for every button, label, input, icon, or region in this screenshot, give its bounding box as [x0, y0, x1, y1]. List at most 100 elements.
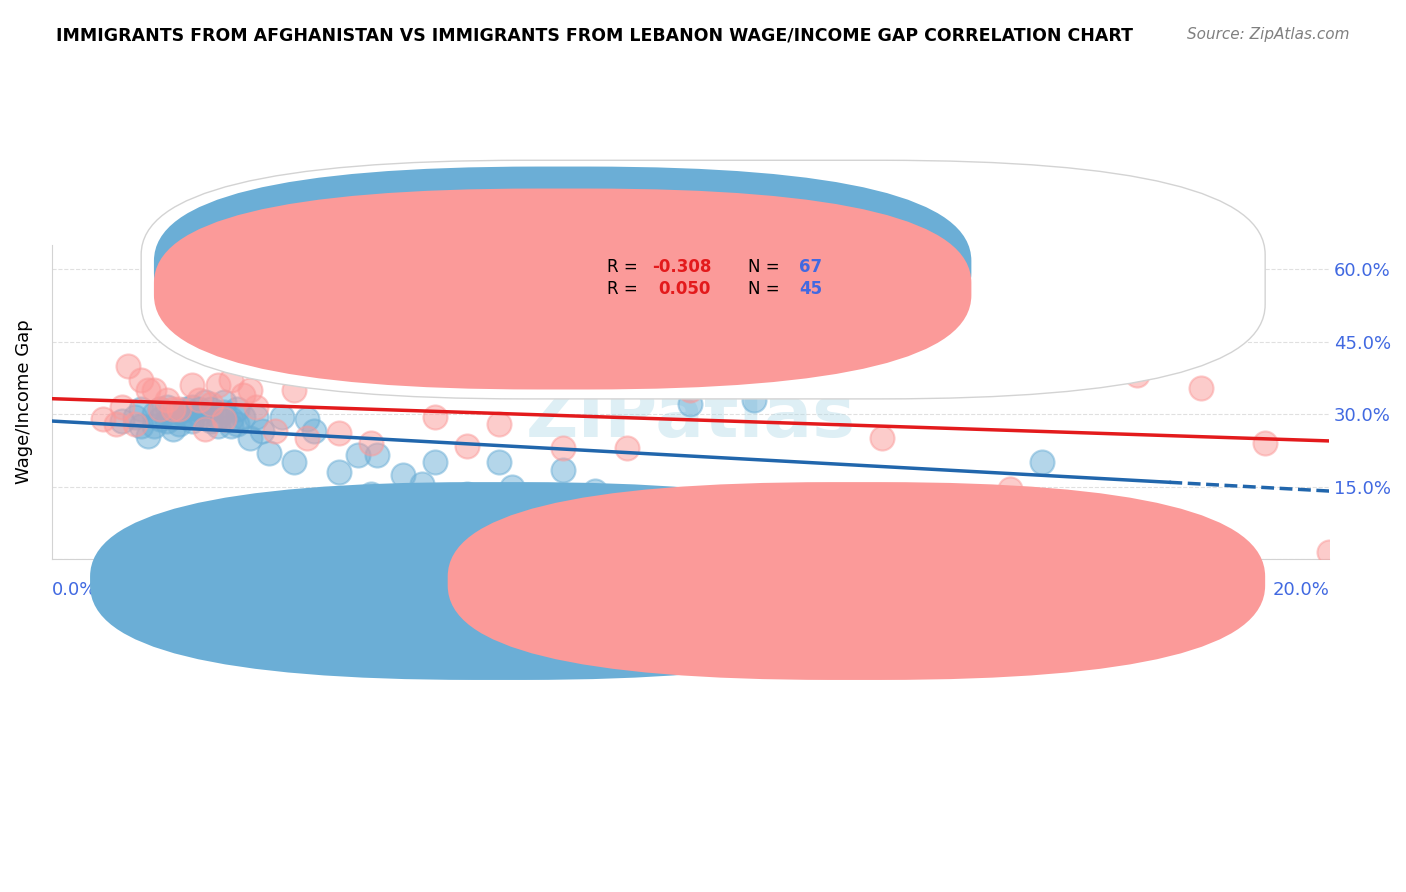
- Point: [174, 409, 197, 424]
- Point: [162, 409, 184, 424]
- Point: [194, 407, 217, 421]
- Point: [295, 431, 318, 445]
- Point: [295, 412, 318, 426]
- Point: [742, 392, 765, 407]
- Text: Source: ZipAtlas.com: Source: ZipAtlas.com: [1187, 27, 1350, 42]
- Point: [117, 359, 139, 373]
- Point: [239, 431, 262, 445]
- Point: [551, 463, 574, 477]
- FancyBboxPatch shape: [90, 482, 907, 680]
- Point: [456, 487, 478, 501]
- Text: 20.0%: 20.0%: [1272, 581, 1329, 599]
- Point: [1063, 366, 1085, 380]
- Point: [200, 414, 222, 428]
- Point: [207, 409, 229, 424]
- Text: N =: N =: [748, 280, 785, 298]
- Text: -0.308: -0.308: [652, 258, 711, 276]
- Point: [142, 383, 165, 397]
- Point: [129, 419, 152, 434]
- Point: [245, 409, 267, 424]
- Point: [392, 467, 415, 482]
- Point: [380, 272, 402, 286]
- Point: [156, 414, 179, 428]
- Point: [1126, 513, 1149, 527]
- Point: [91, 412, 114, 426]
- Point: [162, 422, 184, 436]
- Point: [136, 429, 159, 443]
- Point: [181, 409, 204, 424]
- Point: [870, 431, 893, 445]
- FancyBboxPatch shape: [153, 167, 972, 368]
- Point: [149, 402, 172, 417]
- Point: [1382, 376, 1405, 390]
- Point: [111, 400, 134, 414]
- Point: [328, 465, 350, 479]
- Point: [998, 482, 1021, 496]
- Text: R =: R =: [607, 258, 644, 276]
- Point: [187, 402, 209, 417]
- Point: [169, 405, 191, 419]
- Point: [129, 402, 152, 417]
- Point: [488, 417, 510, 431]
- Point: [1189, 380, 1212, 394]
- Text: IMMIGRANTS FROM AFGHANISTAN VS IMMIGRANTS FROM LEBANON WAGE/INCOME GAP CORRELATI: IMMIGRANTS FROM AFGHANISTAN VS IMMIGRANT…: [56, 27, 1133, 45]
- Point: [124, 417, 146, 431]
- Point: [257, 446, 280, 460]
- Point: [142, 419, 165, 434]
- Point: [1254, 436, 1277, 450]
- Point: [283, 383, 305, 397]
- Point: [149, 412, 172, 426]
- Point: [488, 455, 510, 469]
- Point: [136, 383, 159, 397]
- Point: [212, 395, 235, 409]
- Text: ZIPatlas: ZIPatlas: [526, 384, 855, 452]
- Point: [935, 511, 957, 525]
- Point: [264, 424, 287, 438]
- Point: [239, 383, 262, 397]
- Point: [124, 409, 146, 424]
- Point: [200, 402, 222, 417]
- Point: [1031, 455, 1053, 469]
- Point: [194, 422, 217, 436]
- Point: [232, 388, 254, 402]
- Point: [360, 487, 382, 501]
- Point: [456, 438, 478, 452]
- Point: [423, 455, 446, 469]
- Point: [935, 504, 957, 518]
- Point: [1126, 368, 1149, 383]
- Point: [181, 378, 204, 392]
- Point: [187, 407, 209, 421]
- Point: [194, 395, 217, 409]
- Point: [775, 504, 797, 518]
- Y-axis label: Wage/Income Gap: Wage/Income Gap: [15, 319, 32, 484]
- Text: 0.0%: 0.0%: [52, 581, 97, 599]
- Point: [207, 419, 229, 434]
- Point: [1063, 330, 1085, 344]
- Point: [270, 409, 292, 424]
- Point: [162, 402, 184, 417]
- Point: [870, 513, 893, 527]
- Point: [807, 504, 830, 518]
- Point: [181, 414, 204, 428]
- Point: [104, 417, 127, 431]
- Point: [149, 402, 172, 417]
- Point: [232, 409, 254, 424]
- Point: [174, 402, 197, 417]
- Point: [423, 409, 446, 424]
- Text: R =: R =: [607, 280, 648, 298]
- Point: [219, 412, 242, 426]
- Point: [169, 417, 191, 431]
- Point: [111, 414, 134, 428]
- Text: 67: 67: [799, 258, 823, 276]
- Point: [169, 402, 191, 417]
- Text: 45: 45: [799, 280, 823, 298]
- Point: [998, 516, 1021, 530]
- Point: [616, 441, 638, 455]
- Point: [219, 373, 242, 387]
- Point: [501, 479, 523, 493]
- Point: [347, 448, 370, 462]
- Point: [219, 419, 242, 434]
- Point: [142, 407, 165, 421]
- FancyBboxPatch shape: [153, 188, 972, 390]
- Point: [200, 397, 222, 411]
